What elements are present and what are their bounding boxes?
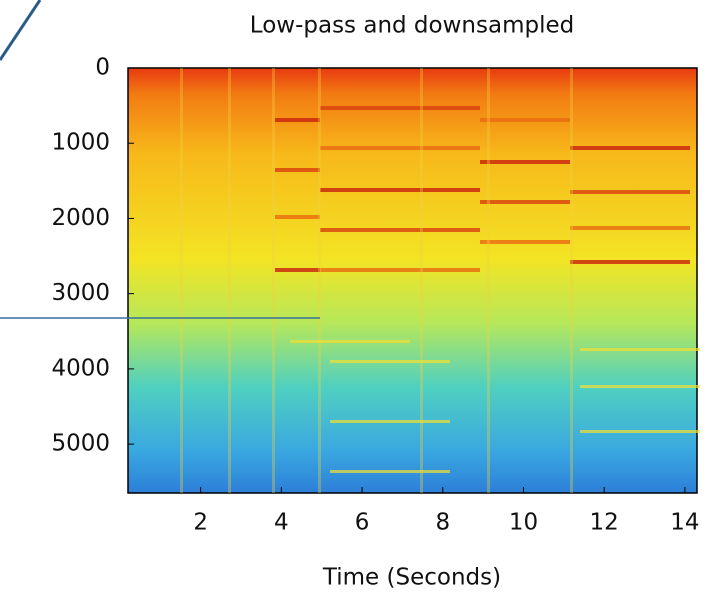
texture-streak [580,430,700,433]
texture-streak [580,385,700,388]
x-tick-label: 6 [355,510,370,536]
texture-onset [318,68,321,493]
texture-streak [480,200,570,204]
texture-streak [480,118,570,122]
chart-title: Low-pass and downsampled [250,13,574,39]
x-tick-label: 8 [435,510,450,536]
y-tick-label: 1000 [51,130,110,156]
texture-streak [570,190,690,194]
texture-streak [330,360,450,363]
y-tick-label: 5000 [51,431,110,457]
texture-streak [275,268,320,272]
texture-streak [290,340,410,343]
texture-streak [275,118,320,122]
y-tick-label: 4000 [51,355,110,381]
texture-onset [570,68,573,493]
texture-streak [480,240,570,244]
x-tick-label: 2 [193,510,208,536]
texture-streak [580,348,700,351]
x-tick-label: 4 [274,510,289,536]
texture-streak [570,260,690,264]
spectrogram-texture [180,68,700,493]
texture-streak [570,146,690,150]
texture-streak [330,470,450,473]
y-tick-label: 0 [95,55,110,81]
y-tick-label: 2000 [51,205,110,231]
y-tick-label: 3000 [51,280,110,306]
texture-streak [320,146,480,150]
x-axis-label: Time (Seconds) [322,565,501,591]
texture-onset [228,68,231,493]
texture-streak [480,160,570,164]
x-tick-label: 12 [590,510,619,536]
texture-onset [487,68,490,493]
texture-streak [275,168,320,172]
x-tick-label: 14 [670,510,699,536]
texture-streak [320,106,480,110]
texture-streak [570,226,690,230]
texture-onset [272,68,275,493]
texture-onset [180,68,183,493]
texture-onset [420,68,423,493]
texture-streak [320,228,480,232]
texture-streak [320,268,480,272]
texture-streak [275,215,320,219]
decor-curve [0,0,42,61]
x-tick-label: 10 [509,510,538,536]
spectrogram-image [127,67,698,494]
texture-streak [320,188,480,192]
texture-streak [330,420,450,423]
